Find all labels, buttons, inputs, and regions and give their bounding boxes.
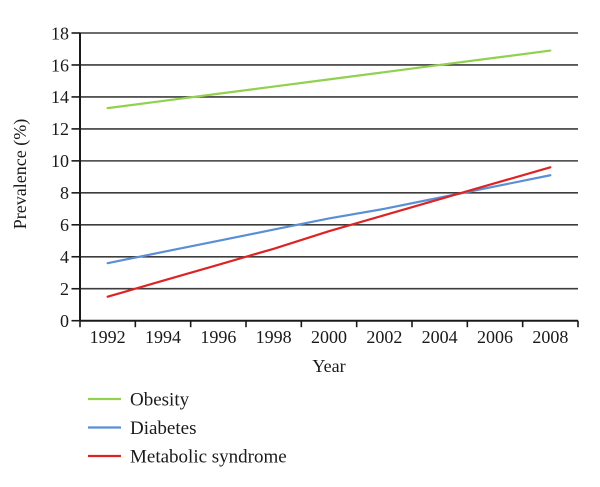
x-tick-label: 1998 <box>256 327 292 347</box>
legend-item-metabolic-syndrome: Metabolic syndrome <box>88 447 287 468</box>
legend: Obesity Diabetes Metabolic syndrome <box>88 390 287 468</box>
axis-labels: 0 2 4 6 8 10 12 14 16 18 1992 1994 1996 1998 2000 2002 2… <box>51 23 568 347</box>
y-tick-label: 4 <box>60 247 69 267</box>
axes <box>71 32 579 328</box>
y-tick-label: 18 <box>51 23 69 43</box>
y-tick-label: 14 <box>51 87 69 107</box>
y-tick-label: 10 <box>51 151 69 171</box>
legend-item-obesity: Obesity <box>88 390 190 411</box>
y-axis-title: Prevalence (%) <box>10 119 31 229</box>
series-lines <box>106 49 552 298</box>
y-tick-label: 12 <box>51 119 69 139</box>
gridlines <box>80 32 578 290</box>
series-line-obesity <box>106 49 552 110</box>
y-tick-label: 16 <box>51 55 69 75</box>
x-tick-label: 2002 <box>366 327 402 347</box>
y-tick-label: 2 <box>60 279 69 299</box>
x-tick-label: 2006 <box>477 327 513 347</box>
y-tick-label: 8 <box>60 183 69 203</box>
legend-label-metabolic-syndrome: Metabolic syndrome <box>130 447 287 468</box>
x-tick-label: 2000 <box>311 327 347 347</box>
x-tick-label: 1996 <box>200 327 236 347</box>
legend-label-diabetes: Diabetes <box>130 418 196 439</box>
x-tick-label: 1992 <box>90 327 126 347</box>
y-tick-label: 6 <box>60 215 69 235</box>
x-tick-label: 2004 <box>422 327 458 347</box>
series-line-diabetes <box>106 174 552 265</box>
x-axis-title: Year <box>312 356 345 376</box>
y-tick-label: 0 <box>60 311 69 331</box>
x-tick-label: 1994 <box>145 327 181 347</box>
x-tick-label: 2008 <box>532 327 568 347</box>
legend-item-diabetes: Diabetes <box>88 418 196 439</box>
series-line-metabolic-syndrome <box>106 166 552 298</box>
legend-label-obesity: Obesity <box>130 390 190 411</box>
